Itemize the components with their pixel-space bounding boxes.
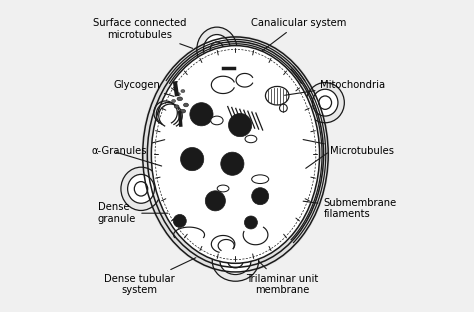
Ellipse shape bbox=[174, 105, 179, 108]
Ellipse shape bbox=[245, 216, 257, 229]
Ellipse shape bbox=[217, 185, 229, 192]
Ellipse shape bbox=[205, 191, 226, 211]
Ellipse shape bbox=[245, 135, 257, 143]
Text: α-Granules: α-Granules bbox=[91, 140, 165, 156]
Ellipse shape bbox=[203, 35, 230, 64]
Ellipse shape bbox=[228, 114, 252, 137]
Ellipse shape bbox=[228, 254, 243, 268]
Ellipse shape bbox=[141, 35, 330, 274]
Text: Dense
granule: Dense granule bbox=[98, 202, 168, 224]
Ellipse shape bbox=[197, 27, 237, 72]
Text: Trilaminar unit
membrane: Trilaminar unit membrane bbox=[246, 261, 318, 295]
Ellipse shape bbox=[121, 167, 161, 211]
Ellipse shape bbox=[128, 174, 155, 203]
Ellipse shape bbox=[183, 103, 189, 107]
Ellipse shape bbox=[180, 109, 186, 113]
Text: Submembrane
filaments: Submembrane filaments bbox=[303, 198, 397, 219]
Text: Canalicular system: Canalicular system bbox=[251, 18, 346, 51]
Ellipse shape bbox=[312, 89, 338, 116]
Ellipse shape bbox=[211, 116, 223, 125]
Ellipse shape bbox=[306, 83, 344, 123]
Text: Glycogen: Glycogen bbox=[113, 80, 174, 96]
Ellipse shape bbox=[265, 86, 289, 105]
Text: Mitochondria: Mitochondria bbox=[284, 80, 386, 95]
Ellipse shape bbox=[221, 152, 244, 175]
Ellipse shape bbox=[173, 214, 186, 227]
Ellipse shape bbox=[280, 104, 287, 112]
Ellipse shape bbox=[134, 182, 148, 196]
Ellipse shape bbox=[220, 248, 251, 275]
Text: Microtubules: Microtubules bbox=[303, 139, 394, 156]
Ellipse shape bbox=[181, 90, 185, 93]
Ellipse shape bbox=[176, 93, 180, 96]
Ellipse shape bbox=[177, 97, 182, 101]
Ellipse shape bbox=[319, 96, 331, 110]
Ellipse shape bbox=[181, 148, 204, 171]
Text: Surface connected
microtubules: Surface connected microtubules bbox=[93, 18, 192, 48]
Text: Dense tubular
system: Dense tubular system bbox=[104, 258, 196, 295]
Ellipse shape bbox=[252, 188, 269, 205]
Ellipse shape bbox=[172, 100, 176, 103]
Ellipse shape bbox=[212, 241, 259, 281]
Ellipse shape bbox=[151, 46, 319, 263]
Ellipse shape bbox=[252, 175, 269, 183]
Ellipse shape bbox=[210, 42, 224, 57]
Ellipse shape bbox=[190, 103, 213, 126]
